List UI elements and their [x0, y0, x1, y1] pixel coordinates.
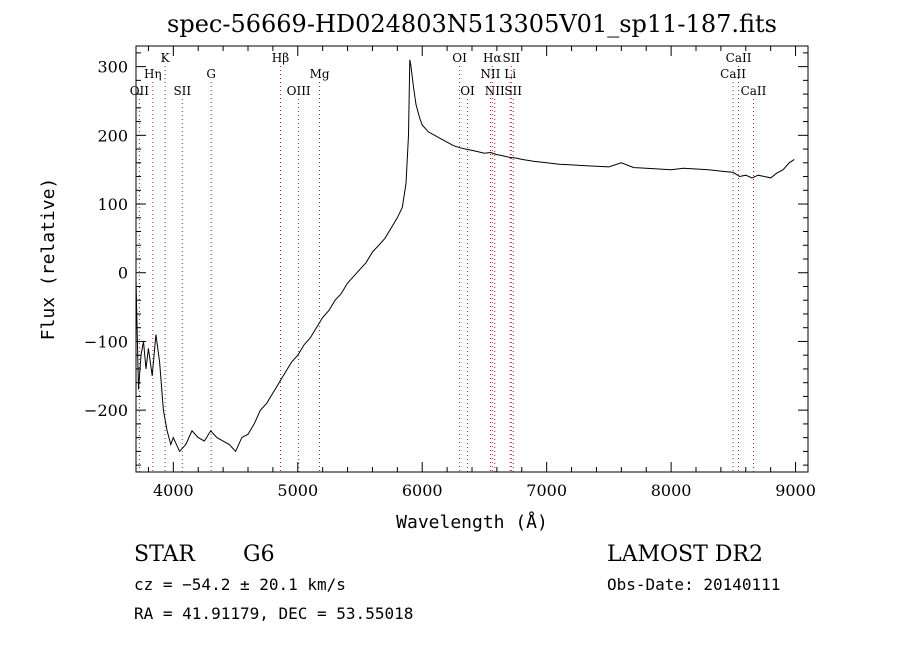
line-marker-label: Li	[504, 67, 516, 81]
line-marker-label: Hη	[144, 67, 162, 81]
y-tick-label: 100	[97, 195, 128, 214]
line-marker-label: NII	[480, 67, 500, 81]
line-marker-label: Hβ	[272, 51, 289, 65]
chart-title: spec-56669-HD024803N513305V01_sp11-187.f…	[167, 10, 777, 38]
x-tick-label: 4000	[153, 481, 194, 500]
x-axis: 4000 5000 6000 7000 8000 9000	[147, 46, 816, 500]
line-marker-label: CaII	[720, 67, 746, 81]
y-tick-label: −100	[84, 332, 128, 351]
line-marker-label: K	[161, 51, 171, 65]
y-tick-label: 200	[97, 126, 128, 145]
redshift-text: cz = −54.2 ± 20.1 km/s	[134, 575, 346, 594]
line-marker-label: CaII	[741, 84, 767, 98]
y-tick-label: 300	[97, 58, 128, 77]
line-marker-label: SII	[504, 84, 522, 98]
y-axis: −200 −100 0 100 200 300	[84, 52, 808, 466]
obs-date: Obs-Date: 20140111	[607, 575, 780, 594]
x-tick-label: 6000	[402, 481, 443, 500]
line-marker-label: OII	[130, 84, 150, 98]
line-marker-label: OI	[452, 51, 467, 65]
y-tick-label: 0	[118, 264, 128, 283]
x-tick-label: 7000	[526, 481, 567, 500]
y-axis-label: Flux (relative)	[38, 178, 59, 341]
object-subclass: G6	[243, 542, 275, 567]
line-marker-label: OI	[460, 84, 475, 98]
x-tick-label: 9000	[775, 481, 816, 500]
object-class: STAR	[134, 542, 196, 567]
line-marker-label: OIII	[287, 84, 311, 98]
survey-name: LAMOST DR2	[607, 542, 763, 567]
line-marker-label: SII	[502, 51, 520, 65]
x-axis-label: Wavelength (Å)	[396, 511, 548, 533]
line-marker-label: G	[206, 67, 216, 81]
y-tick-label: −200	[84, 401, 128, 420]
line-marker-label: SII	[173, 84, 191, 98]
line-marker-label: Mg	[310, 67, 330, 81]
x-tick-label: 8000	[651, 481, 692, 500]
line-marker-label: CaII	[726, 51, 752, 65]
x-tick-label: 5000	[277, 481, 318, 500]
line-marker-label: NII	[485, 84, 505, 98]
coordinates-text: RA = 41.91179, DEC = 53.55018	[134, 604, 413, 623]
line-marker-label: Hα	[483, 51, 502, 65]
spectrum-line	[135, 59, 795, 453]
plot-frame	[135, 45, 809, 473]
